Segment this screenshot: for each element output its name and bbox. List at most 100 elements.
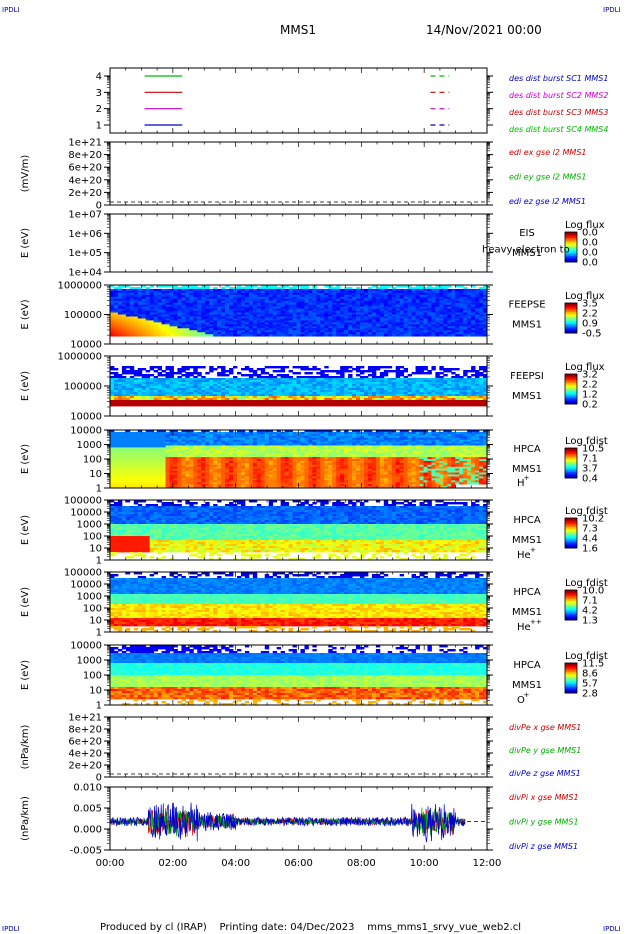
- panel-feepse-cell: [113, 308, 119, 311]
- panel-eis-colorbar-title: Log flux: [565, 220, 605, 231]
- panel-feepse-cell: [209, 314, 214, 317]
- panel-feepsi-cell: [260, 404, 266, 407]
- panel-feepse-cell: [324, 316, 329, 319]
- panel-burst-frame: [109, 67, 488, 134]
- panel-feepse-cell: [244, 304, 250, 308]
- panel-feepse-cell: [117, 286, 123, 290]
- panel-feepse-cell: [348, 318, 353, 321]
- panel-feepsi-cell: [264, 404, 270, 407]
- panel-feepse-cell: [276, 292, 282, 296]
- panel-feepse-cell: [113, 310, 119, 313]
- panel-feepse-cell: [213, 322, 218, 325]
- panel-feepse-cell: [229, 330, 234, 333]
- panel-feepse-cell: [435, 306, 440, 309]
- panel-feepsi-cell: [403, 370, 409, 373]
- panel-feepse-cell: [407, 310, 412, 313]
- panel-feepse-cell: [399, 334, 405, 337]
- panel-feepse-cell: [391, 314, 397, 317]
- panel-feepse-cell: [403, 330, 409, 333]
- panel-feepsi-ylabel: E (eV): [20, 371, 31, 401]
- panel-feepse-cell: [348, 294, 353, 298]
- panel-feepse-cell: [276, 288, 282, 292]
- panel-feepsi-cell: [292, 366, 297, 369]
- panel-feepse-cell: [296, 304, 301, 308]
- panel-feepse-cell: [391, 298, 397, 302]
- panel-feepse-cell: [272, 286, 278, 290]
- panel-feepse-cell: [280, 306, 286, 309]
- panel-feepse-cell: [332, 292, 337, 296]
- panel-feepse-cell: [221, 314, 226, 317]
- panel-feepse-cell: [371, 312, 377, 315]
- panel-feepse-cell: [268, 306, 274, 309]
- panel-feepse-cell: [332, 332, 337, 335]
- panel-feepse-cell: [336, 332, 341, 335]
- panel-feepse-cell: [185, 330, 190, 333]
- panel-feepsi-spacecraft-label: MMS1: [512, 391, 542, 402]
- panel-feepse-cell: [427, 318, 432, 321]
- panel-feepse-cell: [225, 328, 230, 331]
- panel-feepse-cell: [264, 290, 270, 294]
- panel-feepsi-cell: [312, 368, 317, 371]
- panel-feepse-cell: [217, 334, 222, 337]
- panel-feepse-cell: [431, 322, 436, 325]
- panel-feepse-cell: [419, 314, 424, 317]
- panel-feepse-cell: [272, 285, 278, 288]
- panel-feepse-cell: [236, 300, 242, 304]
- panel-feepse-cell: [236, 310, 242, 313]
- panel-feepse-cell: [415, 290, 420, 294]
- panel-feepse-cell: [173, 302, 178, 306]
- panel-feepse-cell: [260, 322, 266, 325]
- panel-feepse-cell: [240, 296, 246, 300]
- panel-feepse-cell: [157, 302, 162, 306]
- panel-feepse-cell: [229, 290, 234, 294]
- panel-feepse-cell: [185, 308, 190, 311]
- panel-feepse-cell: [209, 306, 214, 309]
- panel-feepsi-cell: [463, 374, 468, 377]
- panel-feepse-cell: [193, 318, 198, 321]
- panel-feepse-cell: [177, 312, 182, 315]
- panel-feepsi-cell: [419, 372, 424, 375]
- panel-feepse-cell: [209, 288, 214, 292]
- panel-feepse-cell: [169, 285, 174, 288]
- panel-feepse-cell: [197, 312, 202, 315]
- panel-feepse-cell: [276, 316, 282, 319]
- panel-feepse-cell: [217, 320, 222, 323]
- panel-feepse-cell: [268, 304, 274, 308]
- panel-feepse-cell: [431, 328, 436, 331]
- panel-feepse-cell: [185, 296, 190, 300]
- panel-feepse-cell: [113, 286, 119, 290]
- panel-feepse-cell: [292, 310, 297, 313]
- panel-feepse-cell: [205, 322, 210, 325]
- panel-feepse-cell: [403, 298, 409, 302]
- panel-feepse-cell: [137, 316, 143, 319]
- panel-feepse-cell: [217, 288, 222, 292]
- panel-feepse-cell: [340, 324, 345, 327]
- panel-feepse-cell: [225, 304, 230, 308]
- panel-feepse-cell: [324, 312, 329, 315]
- panel-feepse-cell: [193, 326, 198, 329]
- panel-feepse-cell: [399, 290, 405, 294]
- panel-feepse-cell: [193, 286, 198, 290]
- panel-feepse-cell: [260, 320, 266, 323]
- panel-feepse-cell: [439, 292, 444, 296]
- panel-feepse-cell: [356, 304, 361, 308]
- panel-feepse-cell: [256, 324, 262, 327]
- panel-feepse-cell: [379, 292, 385, 296]
- panel-feepsi-cell: [371, 404, 377, 407]
- panel-feepse-cell: [205, 318, 210, 321]
- panel-feepse-cell: [344, 306, 349, 309]
- panel-feepse-cell: [133, 322, 139, 325]
- panel-feepse-cell: [264, 304, 270, 308]
- panel-feepse-cell: [427, 304, 432, 308]
- panel-feepse-cell: [233, 318, 238, 321]
- panel-feepse-cell: [324, 310, 329, 313]
- panel-feepse-cell: [209, 318, 214, 321]
- panel-feepsi-cell: [447, 370, 452, 373]
- panel-feepse-cell: [403, 314, 409, 317]
- panel-feepse-cell: [360, 320, 365, 323]
- panel-feepse-cell: [423, 306, 428, 309]
- panel-feepse-cell: [352, 298, 357, 302]
- panel-burst-legend-entry: des dist burst SC2 MMS2: [509, 91, 608, 100]
- panel-feepse-cell: [312, 288, 317, 292]
